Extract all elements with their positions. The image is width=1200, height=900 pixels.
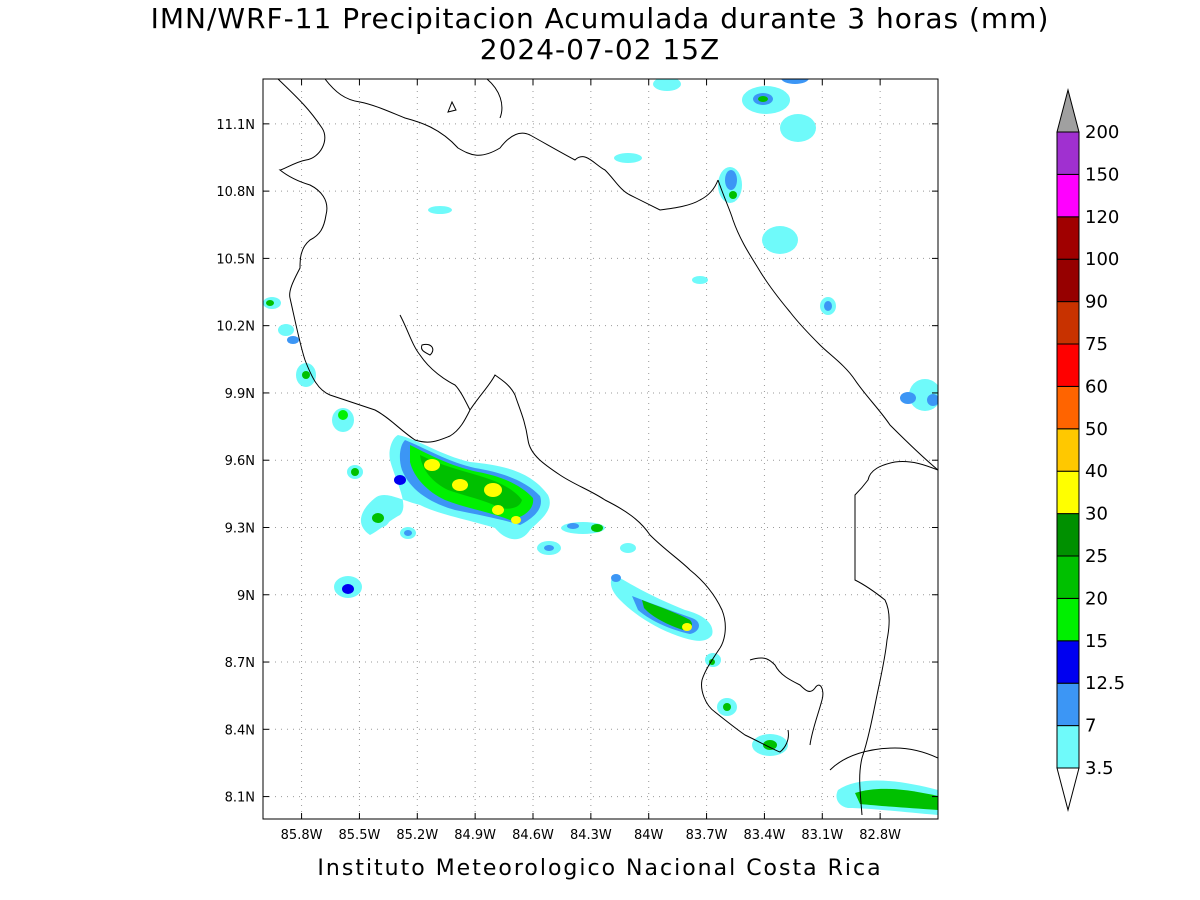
colorbar-swatch [1056, 385, 1080, 430]
colorbar-label: 12.5 [1085, 673, 1125, 694]
lat-tick-label: 11.1N [216, 118, 255, 133]
colorbar-label: 40 [1085, 461, 1108, 482]
map-background [263, 79, 938, 819]
lon-tick-label: 84.6W [512, 828, 554, 843]
colorbar: 3.5 7 12.5 15 20 25 30 40 50 60 75 90 100 120 150 200 [1056, 88, 1125, 812]
colorbar-swatch [1056, 470, 1080, 515]
colorbar-label: 100 [1085, 249, 1119, 270]
colorbar-label: 7 [1085, 716, 1096, 737]
lat-tick-label: 8.4N [225, 723, 255, 738]
lat-tick-label: 9.3N [225, 521, 255, 536]
lon-tick-label: 82.8W [859, 828, 901, 843]
colorbar-swatch [1056, 640, 1080, 684]
axis-ticks: 85.8W 85.5W 85.2W 84.9W 84.6W 84.3W 84W 83.7W 83… [216, 79, 938, 843]
colorbar-label: 75 [1085, 334, 1108, 355]
colorbar-label: 20 [1085, 588, 1108, 609]
lon-tick-label: 85.8W [281, 828, 323, 843]
colorbar-label: 3.5 [1085, 758, 1114, 779]
colorbar-label: 200 [1085, 122, 1119, 143]
colorbar-swatch [1056, 555, 1080, 599]
colorbar-label: 30 [1085, 504, 1108, 525]
colorbar-swatch [1056, 513, 1080, 557]
colorbar-swatch [1056, 131, 1080, 175]
colorbar-swatch [1056, 682, 1080, 727]
coastlines [277, 79, 938, 816]
colorbar-label: 15 [1085, 631, 1108, 652]
colorbar-swatch [1056, 428, 1080, 472]
map-frame [262, 78, 939, 820]
lat-tick-label: 9N [237, 589, 255, 604]
lon-tick-label: 83.1W [801, 828, 843, 843]
lat-tick-label: 8.7N [225, 656, 255, 671]
lat-tick-label: 10.8N [216, 185, 255, 200]
colorbar-upper-extend [1056, 88, 1080, 133]
lon-tick-label: 83.7W [686, 828, 728, 843]
precipitation-field [263, 79, 938, 815]
colorbar-swatch [1056, 258, 1080, 303]
colorbar-swatch [1056, 301, 1080, 345]
map-subtitle-date: 2024-07-02 15Z [479, 33, 721, 66]
lon-tick-label: 85.2W [396, 828, 438, 843]
lat-tick-label: 8.1N [225, 791, 255, 806]
lon-tick-label: 84.3W [570, 828, 612, 843]
colorbar-swatch [1056, 216, 1080, 260]
colorbar-swatch [1056, 597, 1080, 642]
colorbar-lower-extend [1056, 767, 1080, 812]
colorbar-swatch [1056, 173, 1080, 218]
lon-tick-label: 84W [634, 828, 664, 843]
lon-tick-label: 84.9W [454, 828, 496, 843]
lon-tick-label: 85.5W [339, 828, 381, 843]
colorbar-label: 60 [1085, 376, 1108, 397]
lat-tick-label: 10.2N [216, 320, 255, 335]
colorbar-swatch [1056, 725, 1080, 769]
colorbar-label: 120 [1085, 207, 1119, 228]
colorbar-label: 25 [1085, 546, 1108, 567]
lat-tick-label: 10.5N [216, 252, 255, 267]
institution-footer: Instituto Meteorologico Nacional Costa R… [317, 856, 883, 881]
lon-tick-label: 83.4W [744, 828, 786, 843]
map-title: IMN/WRF-11 Precipitacion Acumulada duran… [150, 2, 1050, 35]
colorbar-swatch [1056, 343, 1080, 387]
lat-tick-label: 9.9N [225, 387, 255, 402]
colorbar-label: 50 [1085, 419, 1108, 440]
colorbar-label: 150 [1085, 164, 1119, 185]
lat-tick-label: 9.6N [225, 454, 255, 469]
colorbar-label: 90 [1085, 292, 1108, 313]
